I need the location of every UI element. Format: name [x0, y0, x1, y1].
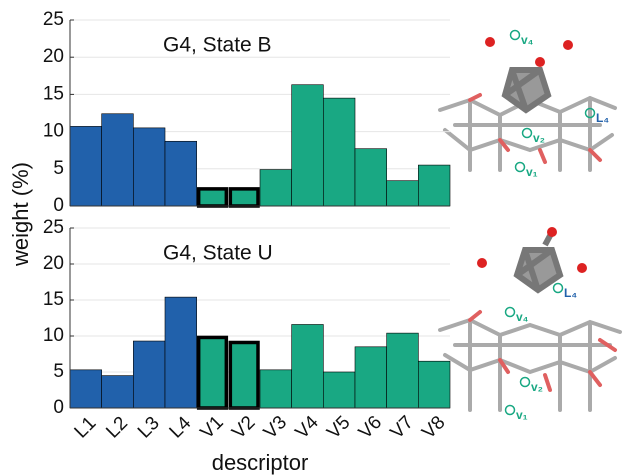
y-tick-label: 20 — [43, 46, 64, 67]
molecule-label: L₄ — [596, 111, 609, 125]
molecule-label: v₂ — [531, 380, 543, 394]
molecule-bottom — [438, 227, 622, 412]
site-marker — [504, 306, 516, 318]
bar — [69, 369, 102, 409]
site-marker — [514, 161, 526, 173]
x-tick-label: V4 — [292, 412, 324, 444]
bar — [418, 164, 451, 207]
bar — [291, 324, 324, 409]
annotation: G4, State U — [163, 242, 273, 265]
y-tick-label: 25 — [43, 9, 64, 30]
x-tick-label: L4 — [166, 412, 196, 442]
molecule-label: v₁ — [516, 408, 528, 422]
bar — [323, 371, 356, 409]
bar — [228, 187, 260, 208]
molecule-label: L₄ — [564, 286, 577, 300]
bar — [196, 187, 229, 208]
x-tick-label: V1 — [197, 412, 228, 443]
y-tick-label: 15 — [43, 289, 64, 310]
y-tick-label: 20 — [43, 253, 64, 274]
bar — [228, 340, 260, 410]
y-tick-label: 5 — [53, 361, 64, 382]
bar — [101, 113, 134, 207]
molecule-label: v₂ — [533, 131, 545, 145]
site-marker — [552, 282, 564, 294]
y-tick-label: 5 — [53, 158, 64, 179]
y-tick-label: 15 — [43, 83, 64, 104]
bar — [259, 369, 292, 409]
bar — [133, 127, 166, 207]
annotation: G4, State B — [163, 34, 272, 57]
site-marker — [504, 404, 516, 416]
x-tick-label: V6 — [355, 412, 386, 443]
y-tick-label: 10 — [43, 325, 64, 346]
site-marker — [509, 29, 521, 41]
molecule-label: v₄ — [516, 310, 529, 324]
site-marker — [521, 127, 533, 139]
y-tick-label: 0 — [53, 397, 64, 418]
site-marker — [519, 376, 531, 388]
bar — [164, 296, 197, 409]
bar — [418, 360, 451, 409]
bar — [196, 335, 229, 410]
x-axis-label: descriptor — [212, 450, 309, 475]
y-tick-label: 10 — [43, 121, 64, 142]
molecule-label: v₄ — [521, 33, 534, 47]
bar — [354, 346, 387, 409]
bar — [133, 340, 166, 409]
x-tick-label: V7 — [387, 412, 418, 443]
x-tick-label: L3 — [134, 413, 164, 443]
bar — [354, 148, 387, 207]
y-tick-label: 0 — [53, 195, 64, 216]
bar — [291, 84, 324, 207]
molecule-label: v₁ — [526, 165, 538, 179]
molecule-top — [438, 37, 617, 172]
bar — [259, 169, 292, 207]
bar — [69, 126, 102, 207]
x-tick-label: V5 — [323, 412, 354, 443]
x-tick-label: V3 — [260, 412, 291, 443]
y-axis-label: weight (%) — [8, 162, 33, 267]
x-tick-label: V2 — [228, 412, 259, 443]
bar — [386, 180, 419, 207]
x-tick-label: V8 — [418, 412, 449, 443]
site-marker — [584, 107, 596, 119]
y-tick-label: 25 — [43, 217, 64, 238]
bar — [101, 375, 134, 409]
x-tick-label: L2 — [102, 413, 132, 443]
bar — [386, 332, 419, 409]
x-tick-label: L1 — [71, 413, 101, 443]
bar — [164, 140, 197, 207]
bar — [323, 97, 356, 207]
